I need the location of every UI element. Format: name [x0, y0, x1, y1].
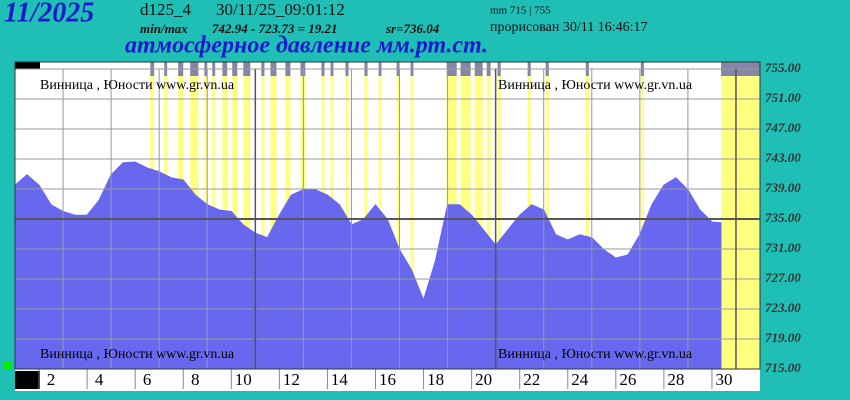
x-tick-label: 2: [47, 370, 56, 389]
x-tick-label: 28: [667, 370, 684, 389]
x-tick-label: 24: [571, 370, 589, 389]
chart-title: атмосферное давление мм.рт.ст.: [125, 33, 488, 59]
x-tick-label: 14: [331, 370, 349, 389]
x-tick-label: 12: [283, 370, 300, 389]
y-tick-label: 723.00: [765, 300, 801, 315]
x-tick-label: 26: [619, 370, 636, 389]
x-tick-label: 6: [143, 370, 152, 389]
x-tick-label: 22: [523, 370, 540, 389]
minmax: 742.94 - 723.73 = 19.21: [212, 21, 338, 36]
plot-frame: [14, 61, 761, 370]
x-tick-label: 4: [95, 370, 104, 389]
x-tick-label: 8: [191, 370, 200, 389]
y-tick-label: 747.00: [765, 120, 801, 135]
y-tick-label: 739.00: [765, 180, 801, 195]
indicator: [4, 362, 12, 370]
y-tick-label: 727.00: [765, 270, 801, 285]
y-tick-label: 735.00: [765, 210, 801, 225]
pressure-area: [14, 161, 722, 370]
x-tick-label: 30: [715, 370, 732, 389]
x-tick-label: 18: [427, 370, 444, 389]
x-axis-strip: [15, 369, 760, 391]
watermark: Винница , Юности www.gr.vn.ua: [498, 347, 693, 362]
x-tick-label: 16: [379, 370, 396, 389]
minmax-label: min/max: [140, 21, 188, 36]
x-tick-label: 20: [475, 370, 492, 389]
timestamp: 30/11/25_09:01:12: [216, 0, 345, 19]
mean: sr=736.04: [385, 21, 440, 36]
corner-block: [15, 371, 40, 389]
plot: Винница , Юности www.gr.vn.ua Винница , Ю…: [14, 60, 801, 389]
drawn-time: прорисован 30/11 16:46:17: [490, 20, 647, 35]
y-tick-label: 743.00: [765, 150, 801, 165]
month: 11/2025: [4, 0, 94, 28]
y-tick-label: 751.00: [765, 90, 801, 105]
y-tick-label: 731.00: [765, 240, 801, 255]
y-tick-label: 715.00: [765, 360, 801, 375]
station-code: d125_4: [140, 0, 192, 19]
x-tick-label: 10: [235, 370, 252, 389]
y-tick-label: 719.00: [765, 330, 801, 345]
y-tick-label: 755.00: [765, 60, 801, 75]
watermark: Винница , Юности www.gr.vn.ua: [498, 78, 693, 93]
range-note: mm 715 | 755: [490, 5, 551, 17]
watermark: Винница , Юности www.gr.vn.ua: [40, 78, 235, 93]
watermark: Винница , Юности www.gr.vn.ua: [40, 347, 235, 362]
corner-block: [15, 62, 40, 69]
